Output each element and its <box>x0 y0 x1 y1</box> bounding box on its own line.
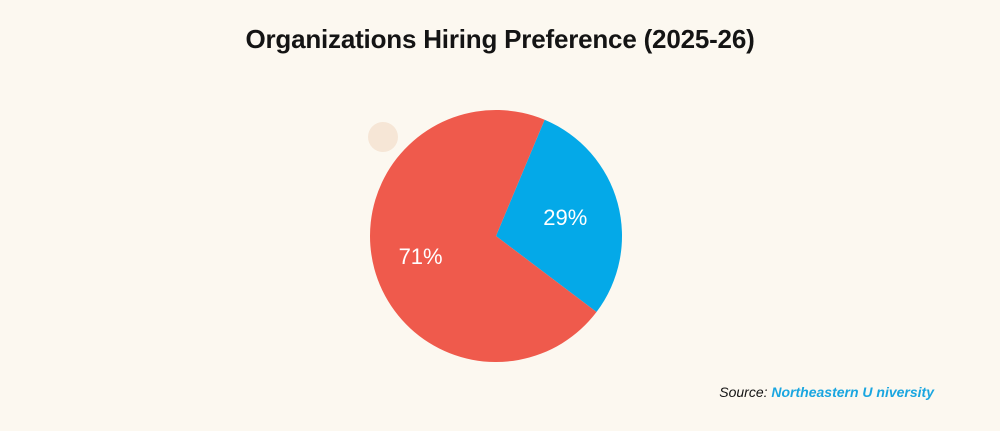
slice-label-1: 29% <box>543 205 587 230</box>
source-prefix: Source: <box>719 384 768 400</box>
pie-slice-0 <box>370 110 597 363</box>
source-note: Source: Northeastern U niversity <box>719 384 934 400</box>
pie-slice-1 <box>496 119 623 312</box>
decorative-blob <box>368 122 398 152</box>
chart-title: Organizations Hiring Preference (2025-26… <box>245 24 755 54</box>
source-name: Northeastern U niversity <box>771 384 934 400</box>
slice-label-0: 71% <box>399 244 443 269</box>
